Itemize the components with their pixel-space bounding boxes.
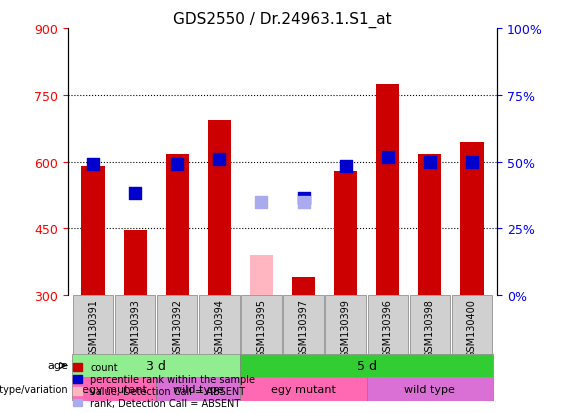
FancyBboxPatch shape	[157, 296, 197, 354]
Text: age: age	[47, 361, 68, 370]
Bar	[166, 154, 189, 296]
FancyBboxPatch shape	[325, 296, 366, 354]
Point	[425, 159, 434, 166]
Point	[299, 195, 308, 202]
Bar	[334, 171, 357, 296]
FancyBboxPatch shape	[73, 296, 113, 354]
Text: egy mutant: egy mutant	[82, 384, 146, 394]
Text: egy mutant: egy mutant	[271, 384, 336, 394]
Point	[131, 190, 140, 197]
Text: GSM130398: GSM130398	[425, 299, 435, 357]
FancyBboxPatch shape	[199, 296, 240, 354]
FancyBboxPatch shape	[240, 354, 493, 377]
FancyBboxPatch shape	[410, 296, 450, 354]
Bar	[208, 121, 231, 296]
FancyBboxPatch shape	[72, 354, 240, 377]
Text: GSM130400: GSM130400	[467, 299, 477, 357]
Title: GDS2550 / Dr.24963.1.S1_at: GDS2550 / Dr.24963.1.S1_at	[173, 12, 392, 28]
Point	[173, 161, 182, 168]
Legend: count, percentile rank within the sample, value, Detection Call = ABSENT, rank, : count, percentile rank within the sample…	[73, 363, 255, 408]
Point	[341, 164, 350, 170]
FancyBboxPatch shape	[367, 377, 493, 401]
Point	[215, 157, 224, 163]
Text: 5 d: 5 d	[357, 359, 377, 372]
Text: GSM130395: GSM130395	[257, 299, 267, 357]
Text: wild type: wild type	[173, 384, 224, 394]
Point	[257, 199, 266, 206]
Text: GSM130399: GSM130399	[341, 299, 351, 357]
Bar	[250, 256, 273, 296]
Point	[467, 159, 476, 166]
Text: GSM130396: GSM130396	[383, 299, 393, 357]
FancyBboxPatch shape	[241, 296, 282, 354]
Bar	[124, 230, 147, 296]
FancyBboxPatch shape	[283, 296, 324, 354]
Text: genotype/variation: genotype/variation	[0, 384, 68, 394]
FancyBboxPatch shape	[115, 296, 155, 354]
FancyBboxPatch shape	[240, 377, 367, 401]
Point	[383, 154, 392, 161]
Text: GSM130392: GSM130392	[172, 299, 182, 357]
FancyBboxPatch shape	[72, 377, 156, 401]
FancyBboxPatch shape	[452, 296, 492, 354]
Bar	[460, 142, 484, 296]
Text: wild type: wild type	[405, 384, 455, 394]
Bar	[81, 167, 105, 296]
Bar	[418, 154, 441, 296]
Text: GSM130393: GSM130393	[130, 299, 140, 357]
Point	[299, 199, 308, 206]
Text: GSM130391: GSM130391	[88, 299, 98, 357]
Text: GSM130394: GSM130394	[214, 299, 224, 357]
Bar	[292, 278, 315, 296]
Text: GSM130397: GSM130397	[298, 299, 308, 357]
FancyBboxPatch shape	[156, 377, 240, 401]
Text: 3 d: 3 d	[146, 359, 166, 372]
Bar	[376, 85, 399, 296]
FancyBboxPatch shape	[368, 296, 408, 354]
Point	[89, 161, 98, 168]
